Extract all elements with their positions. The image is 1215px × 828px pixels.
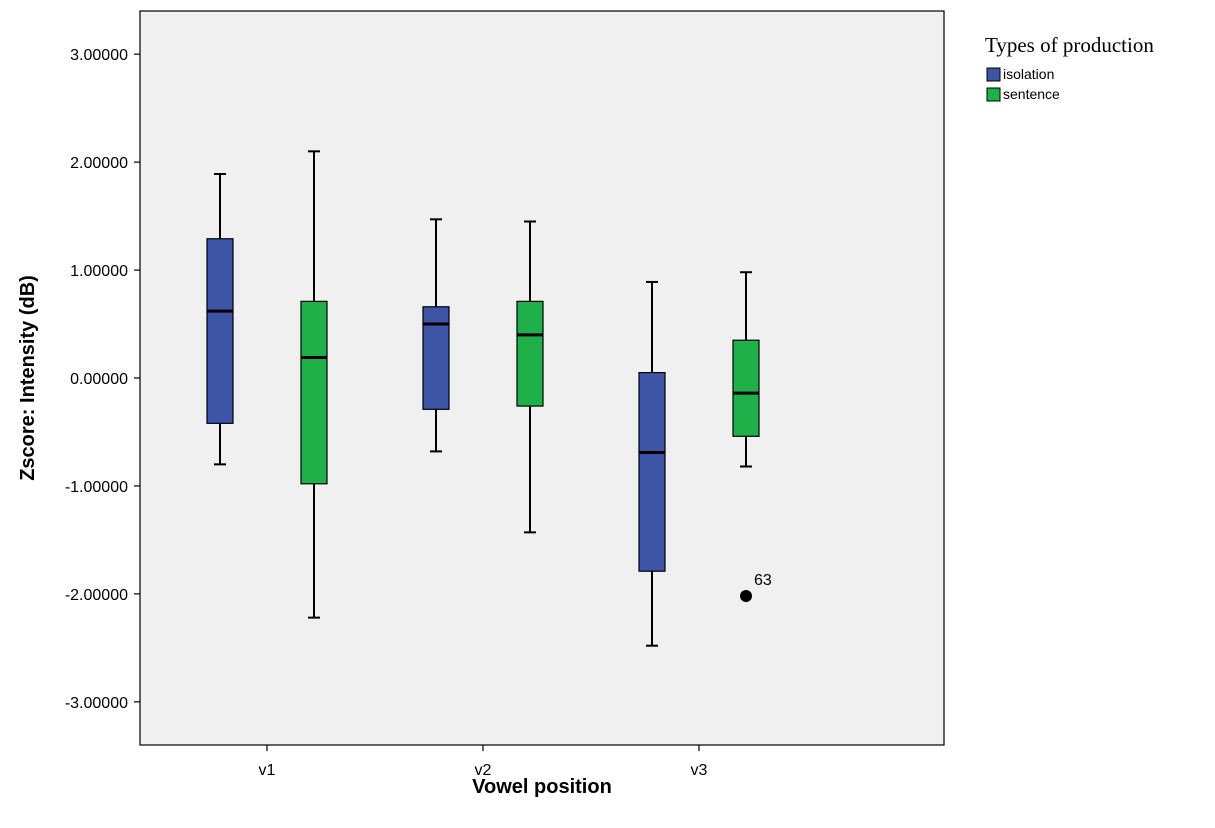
box-body <box>732 339 760 437</box>
box-isolation-v2 <box>422 218 450 453</box>
y-tick-label: 3.00000 <box>70 47 128 64</box>
box-body <box>300 300 328 485</box>
box-sentence-v3 <box>732 271 760 468</box>
y-axis-title: Zscore: Intensity (dB) <box>17 275 39 481</box>
y-axis: 3.00000 2.00000 1.00000 0.00000 -1.00000 -2.0… <box>65 47 140 712</box>
legend: Types of production isolation sentence <box>985 33 1154 102</box>
box-body <box>638 372 666 572</box>
box-group <box>206 150 760 647</box>
x-tick-label-v1: v1 <box>259 762 276 779</box>
y-tick-label: 2.00000 <box>70 155 128 172</box>
x-tick-label-v3: v3 <box>691 762 708 779</box>
legend-label-sentence: sentence <box>1003 86 1060 102</box>
y-tick-label: 1.00000 <box>70 263 128 280</box>
y-tick-label: -1.00000 <box>65 479 128 496</box>
y-tick-label: 0.00000 <box>70 371 128 388</box>
box-body <box>516 300 544 407</box>
box-sentence-v1 <box>300 150 328 619</box>
legend-swatch-isolation <box>986 67 1001 82</box>
outlier-point <box>740 590 752 603</box>
box-body <box>206 238 234 424</box>
box-sentence-v2 <box>516 220 544 534</box>
box-body <box>422 306 450 410</box>
x-axis: v1 v2 v3 <box>259 745 708 779</box>
legend-title: Types of production <box>985 33 1154 57</box>
box-isolation-v3 <box>638 280 666 647</box>
x-axis-title: Vowel position <box>472 776 612 798</box>
y-tick-label: -2.00000 <box>65 587 128 604</box>
outlier-label: 63 <box>754 572 772 589</box>
legend-swatch-sentence <box>986 87 1001 102</box>
legend-label-isolation: isolation <box>1003 66 1054 82</box>
x-tick-label-v2: v2 <box>475 762 492 779</box>
outlier-group: 63 <box>740 572 772 603</box>
box-isolation-v1 <box>206 172 234 466</box>
y-tick-label: -3.00000 <box>65 695 128 712</box>
